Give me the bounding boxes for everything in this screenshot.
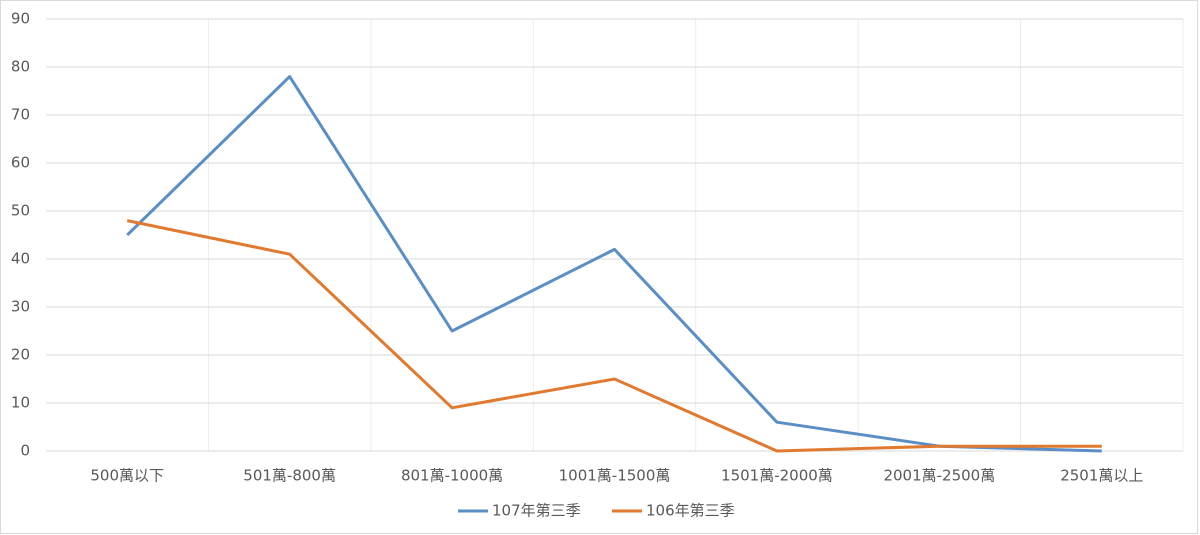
y-tick-label: 0 [20, 442, 30, 460]
series-line [126, 219, 1102, 453]
legend-label: 107年第三季 [492, 502, 581, 520]
y-tick-label: 90 [11, 10, 30, 28]
legend-label: 106年第三季 [646, 502, 735, 520]
x-tick-label: 500萬以下 [90, 467, 164, 485]
x-tick-label: 2001萬-2500萬 [883, 467, 995, 485]
x-tick-label: 1501萬-2000萬 [721, 467, 833, 485]
y-tick-label: 60 [11, 154, 30, 172]
y-tick-label: 30 [11, 298, 30, 316]
y-tick-label: 80 [11, 58, 30, 76]
x-tick-label: 2501萬以上 [1060, 467, 1143, 485]
y-tick-label: 40 [11, 250, 30, 268]
y-tick-label: 10 [11, 394, 30, 412]
y-tick-label: 70 [11, 106, 30, 124]
x-tick-label: 501萬-800萬 [243, 467, 336, 485]
x-tick-label: 801萬-1000萬 [401, 467, 503, 485]
x-tick-label: 1001萬-1500萬 [559, 467, 671, 485]
y-tick-label: 20 [11, 346, 30, 364]
y-tick-label: 50 [11, 202, 30, 220]
